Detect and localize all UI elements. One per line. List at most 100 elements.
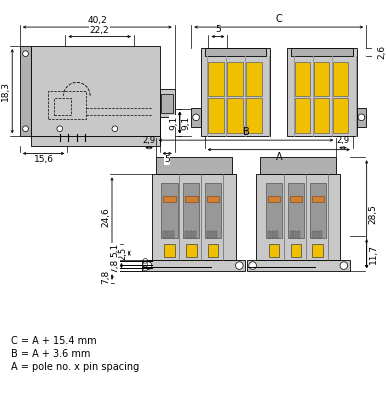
- Bar: [191, 108, 201, 127]
- Bar: [152, 174, 235, 260]
- Bar: [185, 231, 188, 238]
- Circle shape: [144, 262, 152, 269]
- Bar: [319, 231, 322, 238]
- Bar: [260, 157, 336, 174]
- Circle shape: [193, 114, 200, 121]
- Bar: [207, 196, 219, 202]
- Bar: [256, 174, 340, 260]
- Bar: [161, 94, 173, 112]
- Bar: [227, 62, 243, 96]
- Bar: [159, 89, 175, 117]
- Bar: [185, 196, 198, 202]
- Circle shape: [249, 262, 256, 269]
- Bar: [205, 183, 221, 238]
- Bar: [269, 244, 279, 257]
- Bar: [333, 62, 348, 96]
- Bar: [314, 98, 329, 132]
- Bar: [310, 183, 326, 238]
- Circle shape: [57, 126, 63, 132]
- Text: 2,5: 2,5: [118, 247, 127, 260]
- Bar: [293, 231, 296, 238]
- Bar: [189, 231, 192, 238]
- Text: C = A + 15.4 mm: C = A + 15.4 mm: [11, 336, 97, 346]
- Text: 7,8: 7,8: [111, 258, 120, 273]
- Bar: [290, 231, 293, 238]
- Bar: [186, 244, 196, 257]
- Bar: [211, 231, 214, 238]
- Circle shape: [23, 51, 29, 56]
- Bar: [183, 183, 200, 238]
- Bar: [272, 231, 274, 238]
- Text: A = pole no. x pin spacing: A = pole no. x pin spacing: [11, 362, 139, 372]
- Text: A: A: [276, 152, 282, 162]
- Bar: [313, 244, 323, 257]
- Bar: [207, 231, 210, 238]
- Bar: [171, 231, 174, 238]
- Text: 22,2: 22,2: [90, 26, 110, 35]
- Bar: [333, 98, 348, 132]
- Bar: [290, 196, 302, 202]
- Bar: [193, 231, 196, 238]
- Text: 11,7: 11,7: [369, 244, 378, 264]
- Bar: [215, 231, 217, 238]
- Bar: [31, 46, 159, 136]
- Bar: [156, 157, 232, 174]
- Bar: [287, 48, 357, 136]
- Text: 18,3: 18,3: [1, 81, 10, 101]
- Bar: [54, 98, 71, 116]
- Bar: [246, 62, 262, 96]
- Bar: [201, 48, 270, 136]
- Circle shape: [143, 266, 147, 271]
- Bar: [246, 98, 262, 132]
- Circle shape: [143, 262, 147, 267]
- Bar: [268, 231, 271, 238]
- Bar: [167, 231, 170, 238]
- Text: 15,6: 15,6: [34, 155, 54, 164]
- Text: B = A + 3.6 mm: B = A + 3.6 mm: [11, 349, 91, 359]
- Bar: [247, 260, 350, 271]
- Circle shape: [340, 262, 348, 269]
- Bar: [161, 183, 178, 238]
- Bar: [164, 244, 175, 257]
- Text: C: C: [275, 14, 282, 24]
- Bar: [48, 91, 86, 119]
- Bar: [295, 98, 310, 132]
- Bar: [291, 244, 301, 257]
- Text: 2,9: 2,9: [142, 136, 156, 145]
- Text: 5,1: 5,1: [111, 243, 120, 258]
- Text: 40,2: 40,2: [87, 16, 107, 25]
- Text: B: B: [242, 127, 249, 137]
- Bar: [288, 183, 304, 238]
- Bar: [20, 46, 31, 136]
- Bar: [163, 231, 166, 238]
- Bar: [208, 244, 218, 257]
- Bar: [291, 48, 353, 56]
- Bar: [266, 183, 282, 238]
- Bar: [142, 260, 245, 271]
- Circle shape: [23, 126, 29, 132]
- Circle shape: [235, 262, 243, 269]
- Bar: [31, 136, 159, 146]
- Text: 28,5: 28,5: [369, 204, 378, 224]
- Circle shape: [143, 258, 147, 263]
- Bar: [208, 62, 223, 96]
- Bar: [276, 231, 278, 238]
- Text: 9,1: 9,1: [181, 116, 190, 130]
- Bar: [205, 48, 266, 56]
- Bar: [297, 231, 300, 238]
- Bar: [208, 98, 223, 132]
- Bar: [295, 62, 310, 96]
- Bar: [357, 108, 366, 127]
- Text: 7,8: 7,8: [101, 270, 110, 284]
- Text: 9,1: 9,1: [169, 116, 178, 130]
- Circle shape: [358, 114, 365, 121]
- Text: 2,6: 2,6: [378, 45, 386, 59]
- Bar: [312, 231, 314, 238]
- Text: 24,6: 24,6: [101, 207, 110, 227]
- Bar: [227, 98, 243, 132]
- Text: 5: 5: [164, 155, 170, 164]
- Bar: [312, 196, 324, 202]
- Text: 5: 5: [215, 25, 221, 34]
- Bar: [268, 196, 280, 202]
- Bar: [315, 231, 318, 238]
